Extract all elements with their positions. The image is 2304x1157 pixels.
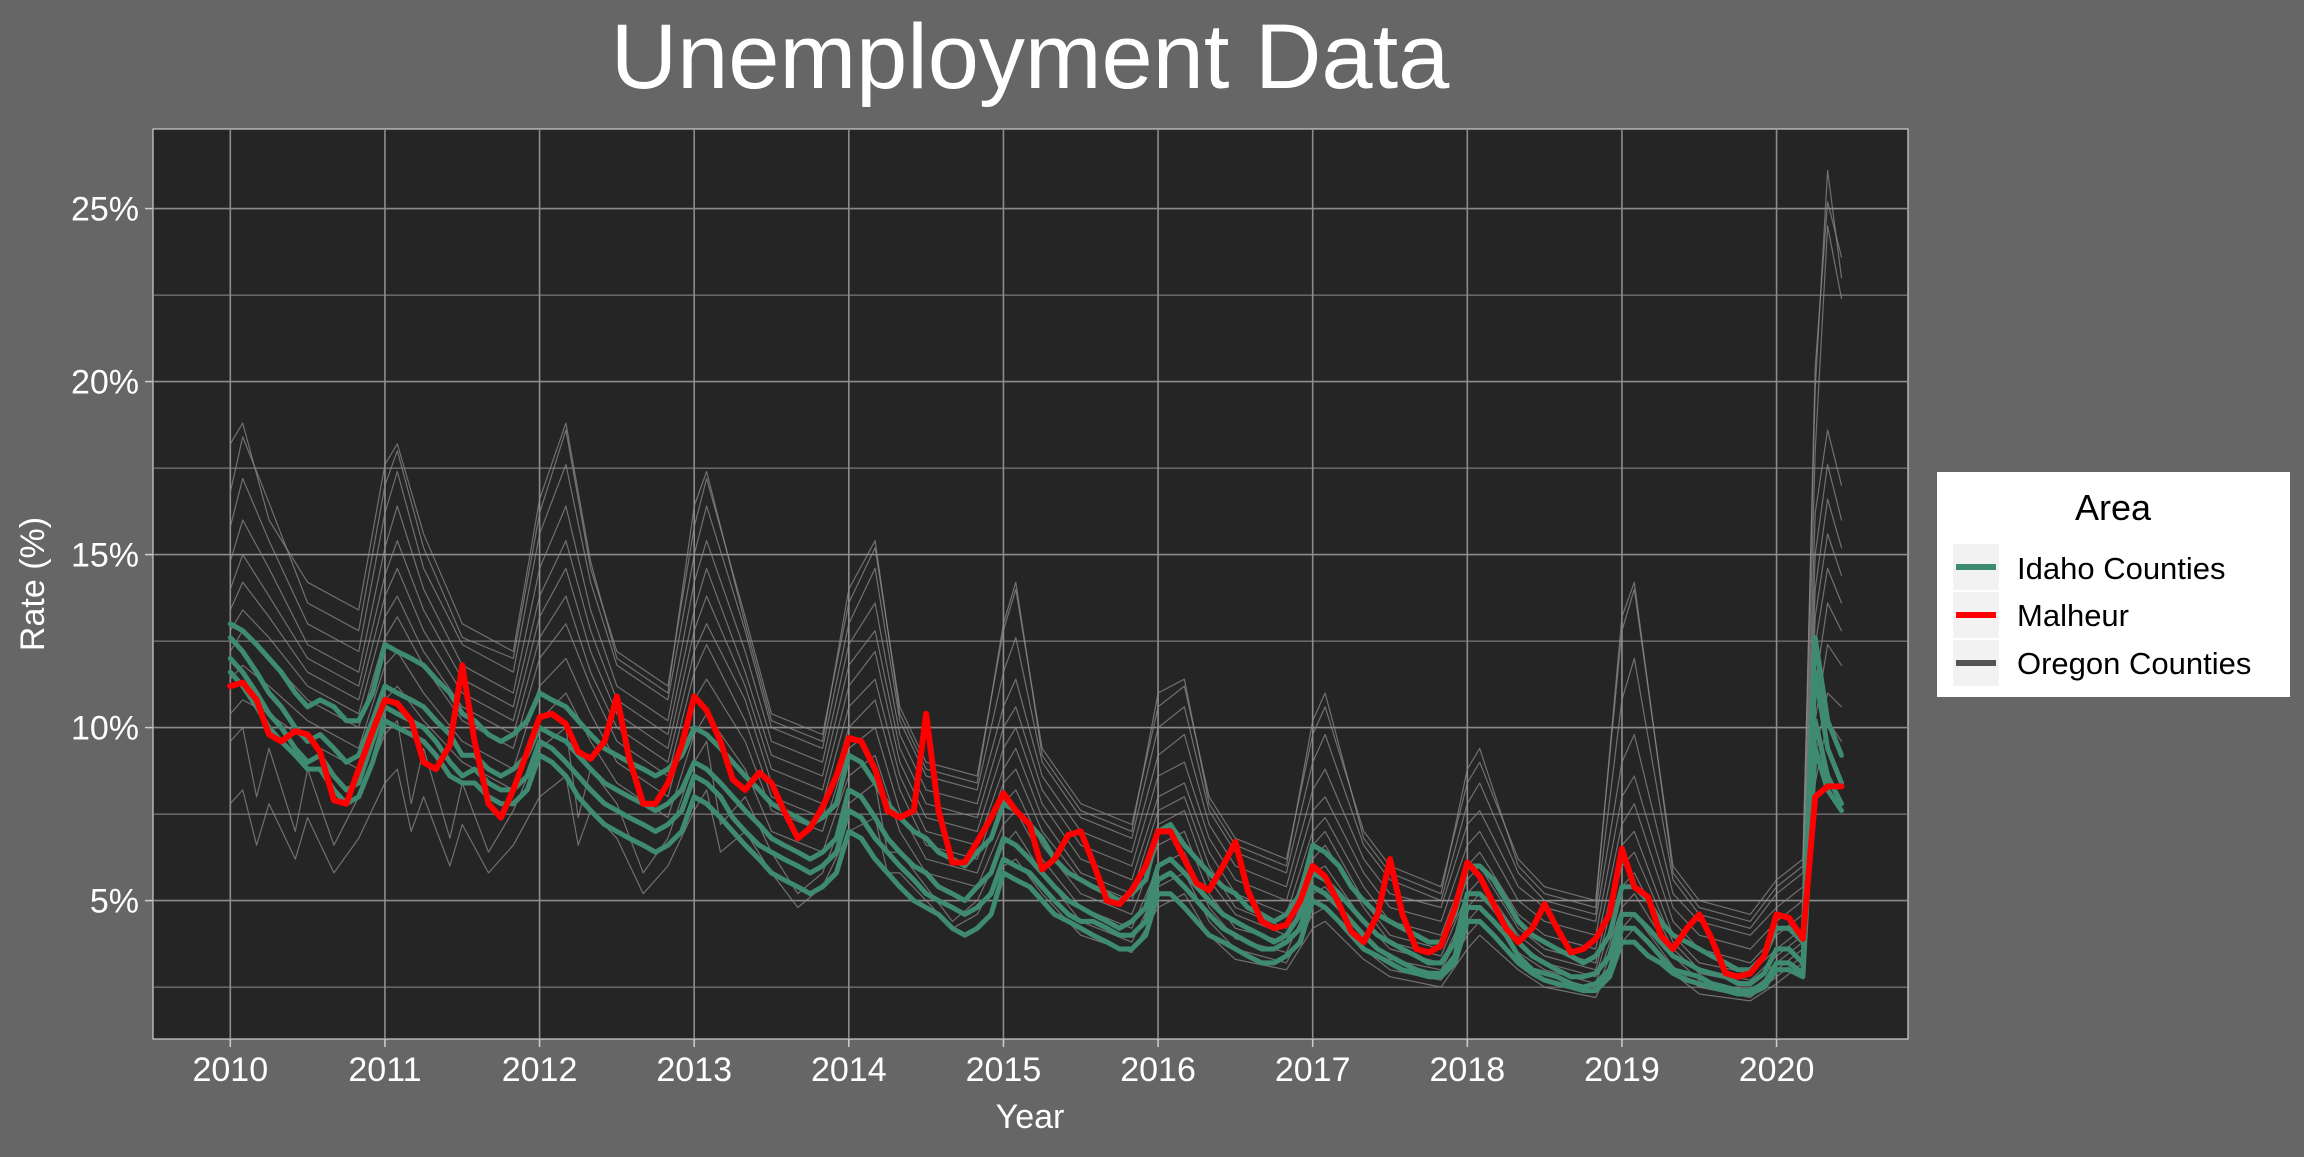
x-tick-label: 2018 [1429, 1051, 1505, 1089]
malheur-line [227, 662, 1845, 980]
idaho-county-line [227, 655, 1844, 994]
x-tick-label: 2015 [966, 1051, 1042, 1089]
legend-label-oregon: Oregon Counties [2017, 646, 2251, 681]
x-tick-label: 2014 [811, 1051, 887, 1089]
y-tick-label: 15% [71, 537, 139, 575]
y-axis-label: Rate (%) [14, 517, 52, 651]
oregon-county-line [229, 225, 1843, 929]
malheur-layer [227, 662, 1845, 980]
chart-title: Unemployment Data [611, 6, 1450, 108]
y-tick-label: 20% [71, 364, 139, 402]
oregon-county-line [229, 498, 1843, 964]
oregon-county-line [229, 567, 1843, 981]
idaho-county-line [227, 669, 1844, 997]
x-axis-label: Year [996, 1098, 1065, 1136]
idaho-counties-layer [227, 621, 1844, 997]
x-tick-label: 2012 [502, 1051, 578, 1089]
x-tick-label: 2011 [348, 1051, 421, 1089]
idaho-county-line [227, 635, 1844, 987]
y-tick-label: 5% [90, 883, 139, 921]
plot-panel [152, 128, 1909, 1040]
legend: Area Idaho Counties Malheur Oregon Count… [1937, 472, 2290, 697]
oregon-county-line [229, 201, 1843, 922]
y-tick-label: 10% [71, 710, 139, 748]
oregon-county-line [229, 720, 1843, 1002]
legend-label-idaho: Idaho Counties [2017, 551, 2226, 586]
idaho-county-line [227, 621, 1844, 973]
axis-layer: 5% 10% 15% 20% 25% 2010 2011 2012 2013 2014 2015 20… [71, 191, 1814, 1089]
x-tick-label: 2016 [1120, 1051, 1196, 1089]
legend-item-oregon[interactable]: Oregon Counties [1953, 640, 2251, 686]
x-tick-label: 2019 [1584, 1051, 1660, 1089]
legend-label-malheur: Malheur [2017, 598, 2129, 633]
x-tick-label: 2017 [1275, 1051, 1351, 1089]
oregon-county-line [229, 169, 1843, 915]
y-tick-label: 25% [71, 191, 139, 229]
x-tick-label: 2010 [192, 1051, 268, 1089]
legend-item-idaho[interactable]: Idaho Counties [1953, 544, 2226, 590]
legend-title: Area [2075, 487, 2152, 528]
x-tick-label: 2020 [1739, 1051, 1815, 1089]
oregon-county-line [229, 464, 1843, 950]
legend-item-malheur[interactable]: Malheur [1953, 592, 2129, 638]
oregon-county-line [229, 429, 1843, 936]
x-tick-label: 2013 [656, 1051, 732, 1089]
